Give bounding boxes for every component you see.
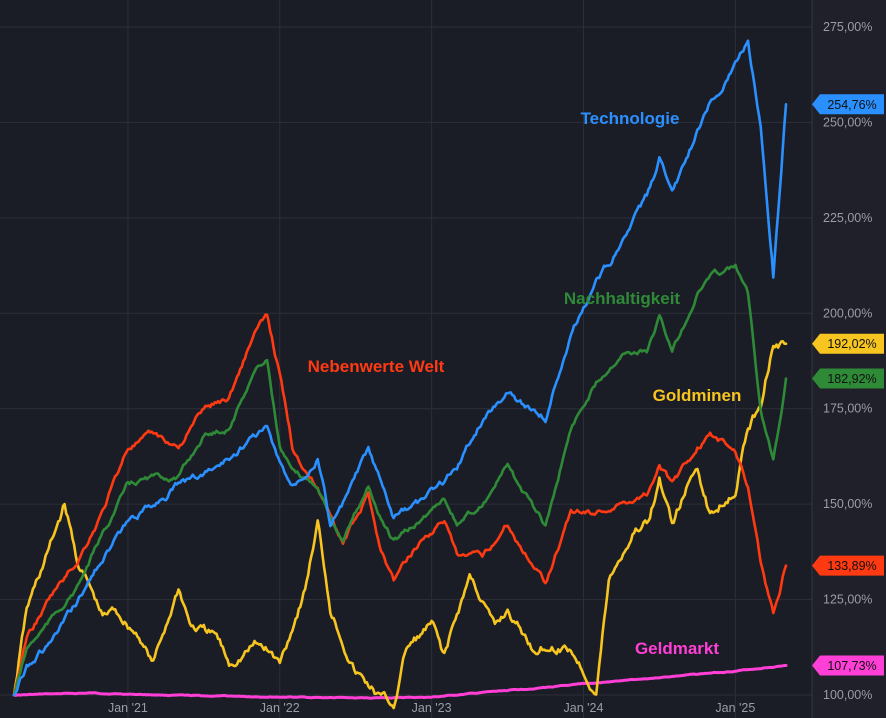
- x-tick-label: Jan '23: [412, 701, 452, 715]
- series-line-goldminen: [12, 340, 788, 710]
- grid-layer: [0, 0, 812, 718]
- y-tick-label: 225,00%: [823, 211, 872, 225]
- svg-text:133,89%: 133,89%: [827, 559, 876, 573]
- series-line-geldmarkt: [12, 664, 788, 700]
- label-layer: Geldmarkt Goldminen Nebenwerte Welt Nachhal…: [308, 109, 742, 658]
- y-tick-label: 175,00%: [823, 402, 872, 416]
- series-name-label: Nebenwerte Welt: [308, 357, 445, 376]
- last-value-badge: 133,89%: [812, 555, 884, 576]
- y-tick-label: 200,00%: [823, 306, 872, 320]
- y-axis-panel: [812, 0, 886, 718]
- last-value-badge: 254,76%: [812, 94, 884, 115]
- series-name-label: Nachhaltigkeit: [564, 289, 681, 308]
- series-name-label: Goldminen: [653, 386, 742, 405]
- svg-text:107,73%: 107,73%: [827, 659, 876, 673]
- series-layer: [12, 39, 788, 710]
- x-tick-label: Jan '25: [715, 701, 755, 715]
- x-tick-label: Jan '22: [260, 701, 300, 715]
- axis-layer: 100,00% 125,00% 150,00% 175,00% 200,00% 225,0…: [108, 0, 886, 718]
- series-name-label: Technologie: [581, 109, 680, 128]
- y-tick-label: 275,00%: [823, 20, 872, 34]
- y-tick-label: 100,00%: [823, 688, 872, 702]
- last-value-badge: 107,73%: [812, 655, 884, 676]
- x-tick-label: Jan '24: [564, 701, 604, 715]
- y-tick-label: 150,00%: [823, 497, 872, 511]
- y-tick-label: 250,00%: [823, 115, 872, 129]
- series-line-nebenwerte-welt: [12, 313, 788, 697]
- svg-text:254,76%: 254,76%: [827, 98, 876, 112]
- series-name-label: Geldmarkt: [635, 639, 719, 658]
- x-tick-label: Jan '21: [108, 701, 148, 715]
- series-line-nachhaltigkeit: [12, 263, 788, 697]
- last-value-badge: 192,02%: [812, 333, 884, 354]
- svg-text:192,02%: 192,02%: [827, 337, 876, 351]
- y-tick-label: 125,00%: [823, 593, 872, 607]
- badge-layer: 254,76% 192,02% 182,92% 133,89% 107,73%: [812, 94, 884, 676]
- svg-text:182,92%: 182,92%: [827, 372, 876, 386]
- last-value-badge: 182,92%: [812, 368, 884, 389]
- series-line-technologie: [12, 39, 788, 697]
